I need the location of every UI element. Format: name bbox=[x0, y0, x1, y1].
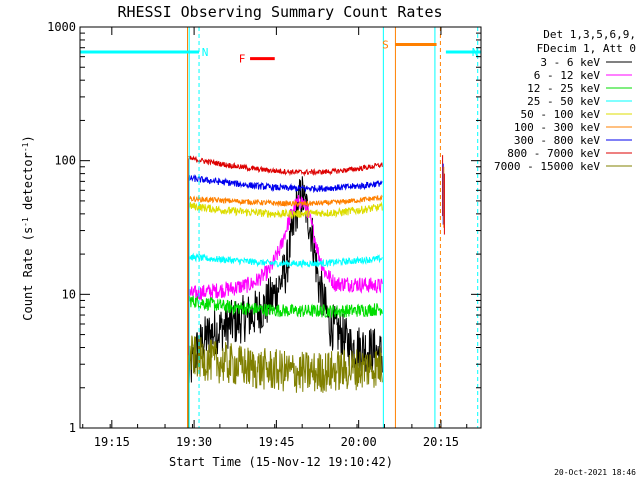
y-tick-label: 1 bbox=[69, 421, 76, 435]
legend-label: 7000 - 15000 keV bbox=[494, 160, 600, 173]
y-tick-label: 10 bbox=[62, 287, 76, 301]
x-tick-label: 20:15 bbox=[423, 435, 459, 449]
series-line bbox=[188, 295, 383, 318]
chart-title: RHESSI Observing Summary Count Rates bbox=[117, 3, 442, 21]
x-tick-label: 19:15 bbox=[94, 435, 130, 449]
legend-label: 6 - 12 keV bbox=[534, 69, 601, 82]
series-line bbox=[188, 176, 383, 383]
series-line bbox=[188, 155, 383, 177]
legend: Det 1,3,5,6,9,FDecim 1, Att 03 - 6 keV6 … bbox=[494, 28, 636, 173]
plot-frame bbox=[79, 26, 482, 429]
flag-layer: N N F S bbox=[80, 38, 481, 66]
y-tick-label: 100 bbox=[54, 154, 76, 168]
legend-label: 800 - 7000 keV bbox=[507, 147, 600, 160]
x-axis-label: Start Time (15-Nov-12 19:10:42) bbox=[169, 455, 393, 469]
x-tick-label: 19:30 bbox=[176, 435, 212, 449]
flag-label: F bbox=[239, 53, 246, 66]
y-axis-label: Count Rate (s-1 detector-1) bbox=[21, 135, 36, 320]
legend-label: 3 - 6 keV bbox=[540, 56, 600, 69]
flag-label: S bbox=[382, 38, 389, 51]
legend-header: Det 1,3,5,6,9, bbox=[543, 28, 636, 41]
legend-header: FDecim 1, Att 0 bbox=[537, 42, 636, 55]
y-tick-label: 1000 bbox=[47, 20, 76, 34]
legend-label: 300 - 800 keV bbox=[514, 134, 600, 147]
y-axis-label-sup2: -1 bbox=[21, 142, 30, 152]
flag-label: N bbox=[202, 46, 209, 59]
flag-label: N bbox=[472, 46, 479, 59]
series-layer bbox=[188, 155, 445, 428]
series-line bbox=[188, 252, 383, 269]
legend-label: 12 - 25 keV bbox=[527, 82, 600, 95]
axis-layer: 19:15 19:30 19:45 20:00 20:15 1 10 100 1000 bbox=[47, 20, 481, 449]
legend-label: 100 - 300 keV bbox=[514, 121, 600, 134]
legend-label: 50 - 100 keV bbox=[521, 108, 601, 121]
x-tick-label: 20:00 bbox=[341, 435, 377, 449]
series-line bbox=[188, 173, 383, 194]
y-axis-label-main: Count Rate (s bbox=[21, 227, 35, 321]
series-line bbox=[188, 201, 383, 220]
x-tick-label: 19:45 bbox=[258, 435, 294, 449]
series-line bbox=[188, 194, 383, 301]
timestamp: 20-Oct-2021 18:46 bbox=[554, 468, 636, 477]
series-line bbox=[188, 194, 383, 208]
y-axis-label-end: ) bbox=[21, 135, 35, 142]
y-axis-label-mid: detector bbox=[21, 152, 35, 217]
vline-layer bbox=[187, 27, 479, 428]
legend-label: 25 - 50 keV bbox=[527, 95, 600, 108]
series-line bbox=[188, 335, 383, 393]
y-axis-label-sup1: -1 bbox=[21, 217, 30, 227]
